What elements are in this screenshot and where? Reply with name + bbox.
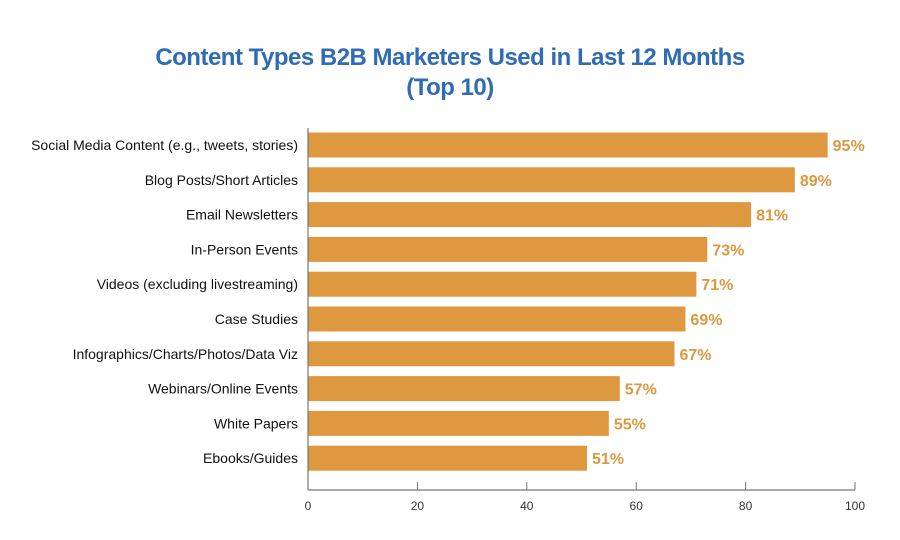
bar [308, 271, 697, 297]
x-tick-label: 40 [520, 499, 534, 513]
bar [308, 376, 620, 402]
category-label: Email Newsletters [186, 207, 298, 223]
x-tick-label: 0 [305, 499, 312, 513]
bar [308, 167, 795, 193]
x-tick-label: 20 [411, 499, 425, 513]
value-label: 67% [679, 347, 711, 364]
bar [308, 341, 675, 367]
value-label: 81% [756, 208, 788, 225]
value-label: 73% [712, 242, 744, 259]
chart-subtitle: (Top 10) [406, 74, 494, 101]
bar [308, 132, 828, 158]
bar [308, 410, 609, 436]
category-label: In-Person Events [191, 241, 298, 257]
category-label: Videos (excluding livestreaming) [97, 276, 298, 292]
category-label: Social Media Content (e.g., tweets, stor… [31, 137, 298, 153]
value-label: 55% [614, 416, 646, 433]
bar [308, 306, 686, 332]
value-label: 69% [690, 312, 722, 329]
value-label: 51% [592, 451, 624, 468]
category-label: Blog Posts/Short Articles [145, 172, 298, 188]
value-label: 57% [625, 382, 657, 399]
category-label: Case Studies [215, 311, 298, 327]
category-label: Webinars/Online Events [148, 381, 298, 397]
value-label: 71% [701, 277, 733, 294]
bar [308, 236, 708, 262]
category-label: White Papers [214, 415, 298, 431]
value-label: 95% [833, 138, 865, 155]
bar [308, 445, 587, 471]
category-label: Infographics/Charts/Photos/Data Viz [73, 346, 298, 362]
chart-title: Content Types B2B Marketers Used in Last… [155, 44, 745, 71]
category-label: Ebooks/Guides [203, 450, 298, 466]
x-tick-label: 80 [739, 499, 753, 513]
value-label: 89% [800, 173, 832, 190]
x-tick-label: 100 [845, 499, 865, 513]
bar [308, 202, 752, 228]
x-tick-label: 60 [630, 499, 644, 513]
